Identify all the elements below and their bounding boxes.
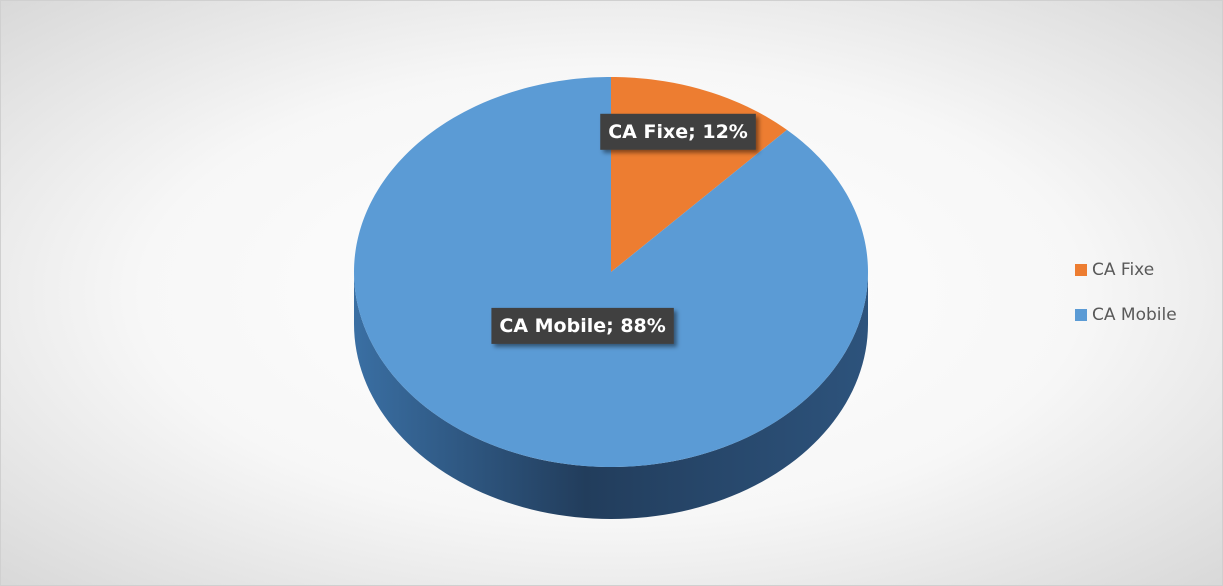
data-label-text: CA Fixe; 12% <box>608 121 748 143</box>
data-label: CA Fixe; 12% <box>600 113 756 150</box>
data-label-text: CA Mobile; 88% <box>499 315 665 337</box>
data-label-box <box>491 307 674 344</box>
legend-label: CA Fixe <box>1092 260 1154 280</box>
legend-swatch <box>1075 264 1087 276</box>
pie-slice <box>354 77 868 467</box>
legend-label: CA Mobile <box>1092 305 1177 325</box>
legend-swatch <box>1075 309 1087 321</box>
data-label: CA Mobile; 88% <box>491 307 674 344</box>
data-label-box <box>600 113 756 150</box>
pie-side <box>354 272 868 519</box>
